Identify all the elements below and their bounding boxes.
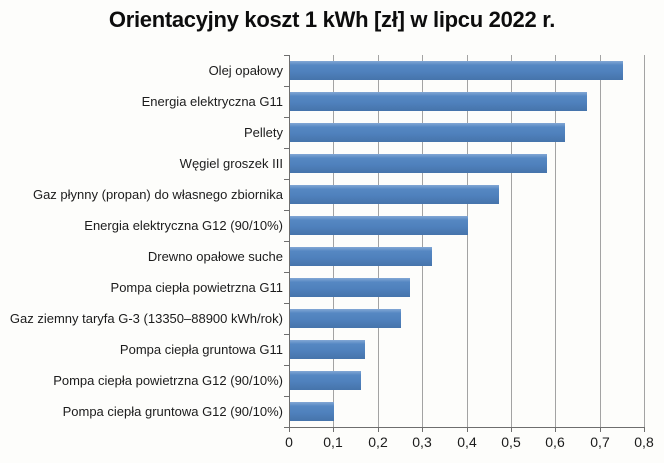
bar-row — [290, 210, 645, 241]
gridline — [333, 55, 335, 427]
category-label: Pompa ciepła gruntowa G12 (90/10%) — [62, 404, 283, 419]
bar — [290, 154, 548, 173]
bar — [290, 340, 366, 359]
bar — [290, 61, 623, 80]
bar — [290, 247, 432, 266]
y-tick-mark — [284, 427, 289, 428]
y-tick-mark — [284, 55, 289, 56]
bar — [290, 185, 499, 204]
category-label: Pompa ciepła gruntowa G11 — [119, 342, 283, 357]
category-label: Pompa ciepła powietrzna G11 — [110, 280, 283, 295]
bar — [290, 123, 566, 142]
bar — [290, 402, 335, 421]
category-label: Pellety — [243, 125, 283, 140]
y-tick-mark — [284, 210, 289, 211]
category-label: Pompa ciepła powietrzna G12 (90/10%) — [53, 373, 283, 388]
gridline — [466, 55, 468, 427]
x-tick-mark — [333, 428, 334, 432]
bar — [290, 371, 361, 390]
x-tick-label: 0,7 — [590, 434, 610, 450]
bar-row — [290, 148, 645, 179]
category-label: Węgiel groszek III — [179, 156, 283, 171]
y-tick-mark — [284, 241, 289, 242]
bar-row — [290, 117, 645, 148]
gridline — [555, 55, 557, 427]
x-tick-mark — [555, 428, 556, 432]
x-tick-mark — [422, 428, 423, 432]
category-label: Gaz ziemny taryfa G-3 (13350–88900 kWh/r… — [9, 311, 283, 326]
bar — [290, 92, 588, 111]
plot-area — [289, 55, 645, 428]
y-tick-mark — [284, 117, 289, 118]
x-tick-mark — [511, 428, 512, 432]
bar-row — [290, 272, 645, 303]
x-tick-mark — [378, 428, 379, 432]
y-tick-mark — [284, 396, 289, 397]
bar — [290, 278, 410, 297]
category-label: Energia elektryczna G11 — [141, 94, 283, 109]
y-tick-mark — [284, 303, 289, 304]
y-tick-mark — [284, 86, 289, 87]
y-tick-mark — [284, 272, 289, 273]
bar-row — [290, 334, 645, 365]
y-tick-mark — [284, 179, 289, 180]
x-tick-label: 0,1 — [323, 434, 343, 450]
x-tick-label: 0,6 — [545, 434, 565, 450]
y-tick-mark — [284, 148, 289, 149]
x-tick-label: 0 — [285, 434, 293, 450]
gridline — [422, 55, 424, 427]
bar-row — [290, 303, 645, 334]
x-tick-label: 0,4 — [457, 434, 477, 450]
bar-row — [290, 241, 645, 272]
bar-row — [290, 179, 645, 210]
gridline — [377, 55, 379, 427]
bar — [290, 216, 468, 235]
bar-row — [290, 365, 645, 396]
chart-title: Orientacyjny koszt 1 kWh [zł] w lipcu 20… — [108, 7, 556, 32]
gridline — [510, 55, 512, 427]
category-label: Drewno opałowe suche — [147, 249, 283, 264]
bar — [290, 309, 401, 328]
category-label: Energia elektryczna G12 (90/10%) — [84, 218, 283, 233]
category-label: Gaz płynny (propan) do własnego zbiornik… — [32, 187, 283, 202]
bar-row — [290, 396, 645, 427]
x-tick-mark — [289, 428, 290, 432]
bar-row — [290, 86, 645, 117]
x-tick-mark — [644, 428, 645, 432]
x-tick-label: 0,5 — [501, 434, 521, 450]
x-tick-mark — [600, 428, 601, 432]
y-tick-mark — [284, 365, 289, 366]
x-tick-label: 0,3 — [412, 434, 432, 450]
x-tick-mark — [467, 428, 468, 432]
category-label: Olej opałowy — [208, 63, 283, 78]
y-tick-mark — [284, 334, 289, 335]
gridline — [599, 55, 601, 427]
gridline — [644, 55, 645, 427]
x-tick-label: 0,8 — [634, 434, 654, 450]
x-tick-label: 0,2 — [368, 434, 388, 450]
bar-row — [290, 55, 645, 86]
